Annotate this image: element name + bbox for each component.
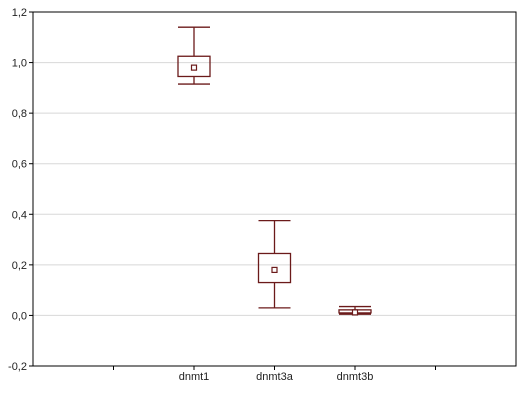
- median-marker: [271, 266, 278, 274]
- median-marker: [351, 309, 359, 316]
- boxes: [177, 26, 372, 316]
- box-body: [177, 55, 211, 78]
- box-dnmt3a: [257, 219, 292, 309]
- box-dnmt1: [177, 26, 211, 85]
- plot-border: [32, 11, 517, 367]
- x-tick-label: dnmt1: [179, 371, 210, 383]
- grid-lines: [33, 62, 516, 316]
- y-tick-label: 0,0: [12, 310, 27, 322]
- box-body: [257, 252, 292, 284]
- median-marker: [190, 64, 198, 71]
- y-tick-label: 0,8: [12, 108, 27, 120]
- box-dnmt3b: [338, 305, 372, 316]
- y-tick-label: 0,4: [12, 209, 27, 221]
- y-tick-label: -0,2: [8, 361, 27, 373]
- y-tick-label: 0,6: [12, 159, 27, 171]
- x-tick-label: dnmt3b: [337, 371, 374, 383]
- y-tick-label: 1,2: [12, 7, 27, 19]
- plot-frame: [32, 11, 517, 367]
- x-axis: dnmt1 dnmt3a dnmt3b: [113, 366, 436, 383]
- y-axis: -0,2 0,0 0,2 0,4 0,6 0,8 1,0 1,2: [8, 7, 33, 373]
- y-tick-label: 1,0: [12, 58, 27, 70]
- x-tick-label: dnmt3a: [256, 371, 294, 383]
- y-tick-label: 0,2: [12, 260, 27, 272]
